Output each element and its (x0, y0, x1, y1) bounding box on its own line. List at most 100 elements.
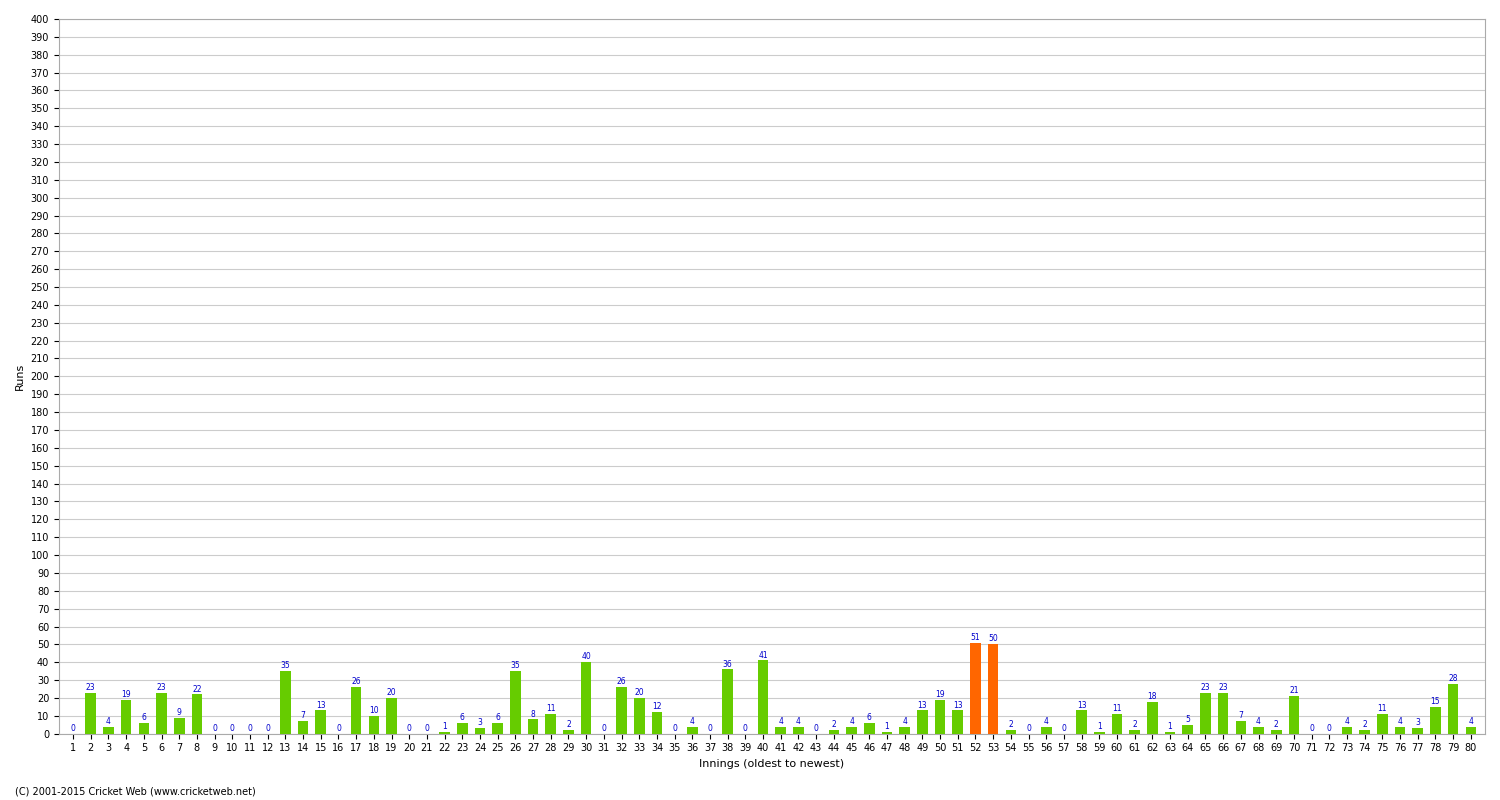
Text: 0: 0 (708, 724, 712, 733)
Text: 15: 15 (1431, 697, 1440, 706)
Text: 35: 35 (280, 662, 291, 670)
Text: 4: 4 (796, 717, 801, 726)
Text: 3: 3 (1416, 718, 1420, 727)
Text: 6: 6 (867, 713, 871, 722)
Bar (1148, 702, 1158, 734)
Bar (882, 732, 892, 734)
Bar (846, 726, 856, 734)
Bar (1130, 730, 1140, 734)
Text: 1: 1 (885, 722, 890, 731)
Text: 19: 19 (934, 690, 945, 699)
Text: 2: 2 (1008, 720, 1013, 730)
Bar (1094, 732, 1104, 734)
Bar (651, 712, 663, 734)
Bar (458, 723, 468, 734)
Bar (952, 710, 963, 734)
Text: 26: 26 (351, 678, 361, 686)
Bar (1359, 730, 1370, 734)
Bar (1430, 707, 1442, 734)
Bar (528, 719, 538, 734)
Bar (1341, 726, 1353, 734)
Bar (580, 662, 591, 734)
Text: 1: 1 (1096, 722, 1101, 731)
Bar (900, 726, 910, 734)
Bar (138, 723, 148, 734)
Text: 26: 26 (616, 678, 627, 686)
Bar (1236, 722, 1246, 734)
Text: 35: 35 (510, 662, 520, 670)
Text: 0: 0 (70, 724, 75, 733)
Text: 4: 4 (1044, 717, 1048, 726)
Bar (1377, 714, 1388, 734)
Text: 1: 1 (442, 722, 447, 731)
Bar (1252, 726, 1264, 734)
Bar (1466, 726, 1476, 734)
Text: 0: 0 (1062, 724, 1066, 733)
Text: 50: 50 (988, 634, 998, 643)
Text: 11: 11 (546, 704, 555, 713)
Text: 5: 5 (1185, 715, 1190, 724)
Bar (934, 700, 945, 734)
Bar (1448, 684, 1458, 734)
Text: 2: 2 (1132, 720, 1137, 730)
Text: 20: 20 (387, 688, 396, 697)
Text: 51: 51 (970, 633, 980, 642)
Text: 4: 4 (1256, 717, 1262, 726)
Text: 36: 36 (723, 659, 732, 669)
Text: 23: 23 (86, 682, 96, 692)
Text: 11: 11 (1112, 704, 1122, 713)
Text: 0: 0 (672, 724, 676, 733)
Text: 28: 28 (1449, 674, 1458, 682)
Bar (386, 698, 398, 734)
Text: 4: 4 (690, 717, 694, 726)
Text: 0: 0 (1328, 724, 1332, 733)
Text: 2: 2 (831, 720, 837, 730)
Text: (C) 2001-2015 Cricket Web (www.cricketweb.net): (C) 2001-2015 Cricket Web (www.cricketwe… (15, 786, 255, 796)
Bar (916, 710, 927, 734)
Bar (988, 644, 999, 734)
Text: 7: 7 (1239, 711, 1244, 720)
Text: 23: 23 (156, 682, 166, 692)
Bar (192, 694, 202, 734)
Text: 4: 4 (849, 717, 853, 726)
Bar (86, 693, 96, 734)
Text: 4: 4 (778, 717, 783, 726)
Bar (351, 687, 361, 734)
Text: 6: 6 (141, 713, 147, 722)
Bar (1164, 732, 1176, 734)
Bar (1041, 726, 1052, 734)
Bar (776, 726, 786, 734)
Text: 19: 19 (122, 690, 130, 699)
Text: 23: 23 (1200, 682, 1210, 692)
Text: 7: 7 (300, 711, 306, 720)
Text: 23: 23 (1218, 682, 1228, 692)
Bar (1005, 730, 1016, 734)
Text: 0: 0 (248, 724, 252, 733)
Text: 0: 0 (336, 724, 340, 733)
Bar (794, 726, 804, 734)
Bar (492, 723, 502, 734)
Text: 13: 13 (952, 701, 963, 710)
Text: 4: 4 (902, 717, 908, 726)
Bar (1218, 693, 1228, 734)
Bar (369, 716, 380, 734)
Bar (616, 687, 627, 734)
Bar (474, 728, 486, 734)
Text: 1: 1 (1167, 722, 1173, 731)
Text: 0: 0 (230, 724, 234, 733)
Text: 21: 21 (1288, 686, 1299, 695)
Bar (1182, 725, 1192, 734)
Text: 4: 4 (106, 717, 111, 726)
Bar (1413, 728, 1424, 734)
Bar (723, 670, 734, 734)
Bar (280, 671, 291, 734)
Text: 0: 0 (266, 724, 270, 733)
Text: 2: 2 (1274, 720, 1278, 730)
Text: 4: 4 (1468, 717, 1473, 726)
Bar (546, 714, 556, 734)
Text: 0: 0 (211, 724, 217, 733)
Text: 40: 40 (582, 652, 591, 662)
Bar (970, 642, 981, 734)
Bar (510, 671, 520, 734)
Text: 18: 18 (1148, 692, 1156, 701)
